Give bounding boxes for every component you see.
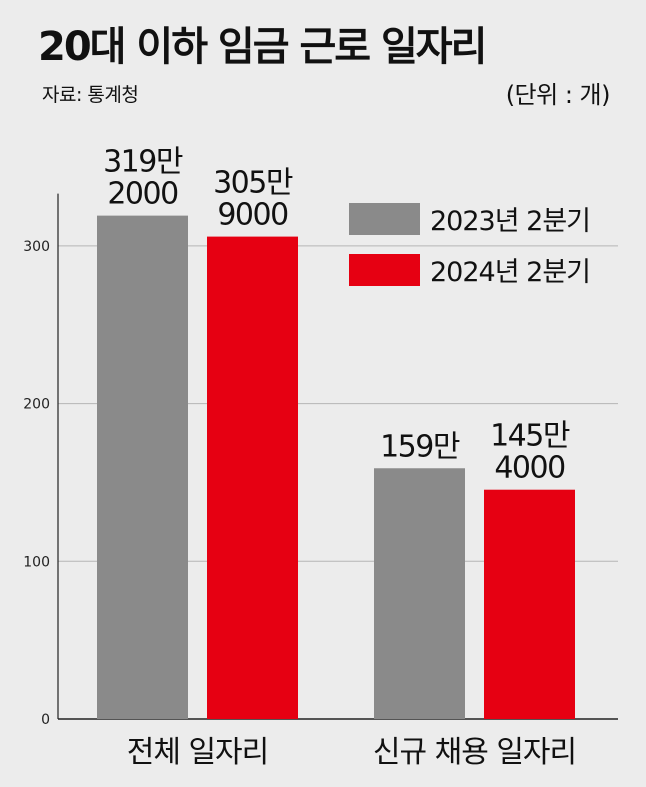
legend-label: 2023년 2분기 [430,206,590,237]
bar-value-label: 159만 [380,429,460,464]
y-tick-label: 300 [23,239,50,255]
bar [484,489,575,719]
bar-value-label: 305만 [213,166,293,201]
bar [207,236,298,719]
chart-title: 20대 이하 임금 근로 일자리 [38,24,487,70]
legend-label: 2024년 2분기 [430,257,590,288]
x-category-label: 신규 채용 일자리 [373,735,576,770]
y-tick-label: 200 [23,397,50,413]
x-category-label: 전체 일자리 [127,735,269,770]
unit-note: (단위 : 개) [505,81,611,109]
bar-value-label: 145만 [490,419,570,454]
bar [97,215,188,720]
bar-value-label: 2000 [107,177,178,212]
legend-swatch [349,203,420,235]
y-tick-label: 100 [23,554,50,570]
legend-swatch [349,254,420,286]
bar-value-label: 4000 [494,451,565,486]
y-tick-label: 0 [41,712,50,728]
bar-value-label: 9000 [217,198,288,233]
bar [374,468,465,719]
bar-value-label: 319만 [103,145,183,180]
source-note: 자료: 통계청 [42,84,139,106]
